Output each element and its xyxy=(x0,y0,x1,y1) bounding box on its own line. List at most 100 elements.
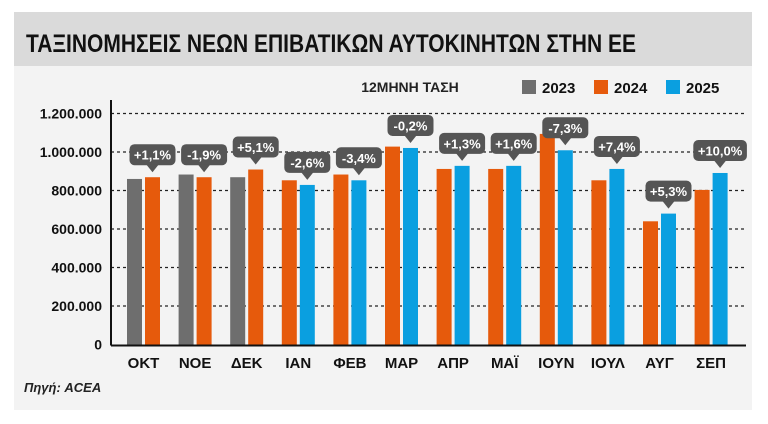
callout-pointer xyxy=(507,153,520,161)
y-tick-label: 600.000 xyxy=(51,221,102,237)
callout-box xyxy=(335,147,382,169)
change-callout: +10,0% xyxy=(693,139,747,168)
bars xyxy=(127,133,728,345)
x-tick-label: ΙΑΝ xyxy=(285,355,311,372)
callout-pointer xyxy=(662,201,675,209)
callout-box xyxy=(490,132,537,154)
callout-pointer xyxy=(610,156,623,164)
y-tick-label: 200.000 xyxy=(51,298,102,314)
callout-label: +1,1% xyxy=(134,148,172,163)
bar-2024 xyxy=(196,177,212,345)
callout-box xyxy=(693,139,747,161)
callout-label: -7,3% xyxy=(548,121,582,136)
callout-pointer xyxy=(714,160,727,168)
callout-label: +10,0% xyxy=(698,143,743,158)
title-band xyxy=(14,12,752,66)
callout-box xyxy=(284,151,331,173)
callouts: +1,1% -1,9% +5,1% -2,6% -3,4% -0,2% +1,3% +1,6%… xyxy=(129,114,747,209)
bar-2025 xyxy=(557,150,573,345)
change-callout: +5,3% xyxy=(645,180,692,209)
y-tick-label: 0 xyxy=(94,337,102,353)
grid: 0 200.000 400.000 600.000 800.000 1.000.000 1.… xyxy=(40,100,746,353)
change-callout: +1,6% xyxy=(490,132,537,161)
x-tick-label: ΣΕΠ xyxy=(696,355,726,372)
callout-label: +5,1% xyxy=(237,140,275,155)
bar-2024 xyxy=(539,133,555,345)
change-callout: +1,1% xyxy=(129,144,176,173)
callout-pointer xyxy=(559,137,572,146)
legend: 2023 2024 2025 xyxy=(522,80,719,97)
callout-box xyxy=(645,180,692,202)
y-tick-label: 400.000 xyxy=(51,260,102,276)
bar-2025 xyxy=(712,172,728,345)
chart-subtitle: 12ΜΗΝΗ ΤΑΣΗ xyxy=(361,79,459,95)
callout-box xyxy=(542,117,589,139)
legend-swatch-2024 xyxy=(594,80,608,94)
source-note: Πηγή: ACEA xyxy=(24,380,101,395)
bar-2024 xyxy=(694,189,710,345)
bar-2025 xyxy=(403,147,418,345)
bar-2023 xyxy=(230,177,246,345)
callout-box xyxy=(181,144,228,166)
legend-swatch-2025 xyxy=(666,80,680,94)
x-tick-label: ΙΟΥΝ xyxy=(538,355,574,372)
callout-label: +7,4% xyxy=(598,139,636,154)
callout-label: +1,3% xyxy=(443,136,481,151)
bar-2025 xyxy=(299,184,315,345)
bar-2025 xyxy=(506,165,522,345)
bar-2024 xyxy=(591,180,607,345)
callout-pointer xyxy=(301,172,314,180)
bar-2024 xyxy=(333,174,349,345)
change-callout: +7,4% xyxy=(593,135,640,164)
bar-2024 xyxy=(643,221,658,345)
callout-box xyxy=(387,114,434,136)
bar-2025 xyxy=(351,180,367,345)
y-tick-label: 1.200.000 xyxy=(40,106,102,122)
change-callout: -0,2% xyxy=(387,114,434,143)
x-tick-label: ΜΑΪ xyxy=(491,355,519,372)
legend-label-2023: 2023 xyxy=(542,80,575,97)
y-tick-label: 800.000 xyxy=(51,183,102,199)
bar-2024 xyxy=(436,168,452,345)
callout-label: +1,6% xyxy=(495,136,533,151)
x-tick-label: ΝΟΕ xyxy=(179,355,212,372)
callout-pointer xyxy=(352,167,365,176)
x-tick-label: ΟΚΤ xyxy=(128,355,160,372)
bar-2023 xyxy=(178,174,194,345)
y-tick-label: 1.000.000 xyxy=(40,144,102,160)
legend-label-2024: 2024 xyxy=(614,80,648,97)
callout-label: -2,6% xyxy=(290,155,324,170)
change-callout: -7,3% xyxy=(542,117,589,146)
callout-pointer xyxy=(249,157,262,165)
callout-label: +5,3% xyxy=(650,184,688,199)
callout-label: -1,9% xyxy=(187,148,221,163)
callout-box xyxy=(129,144,176,166)
x-tick-label: ΜΑΡ xyxy=(385,355,418,372)
bar-2025 xyxy=(661,213,676,345)
bar-2024 xyxy=(385,146,400,345)
x-tick-label: ΑΠΡ xyxy=(437,355,469,372)
bar-2024 xyxy=(248,169,264,345)
callout-pointer xyxy=(198,164,211,173)
callout-pointer xyxy=(456,153,469,161)
change-callout: -2,6% xyxy=(284,151,331,180)
bar-2025 xyxy=(609,168,625,345)
callout-pointer xyxy=(146,164,159,173)
bar-2024 xyxy=(488,168,504,345)
bar-2023 xyxy=(127,178,142,345)
x-tick-label: ΙΟΥΛ xyxy=(591,355,625,372)
legend-swatch-2023 xyxy=(522,80,536,94)
bar-2024 xyxy=(145,177,160,345)
callout-pointer xyxy=(404,135,417,143)
callout-label: -0,2% xyxy=(394,118,428,133)
change-callout: -3,4% xyxy=(335,147,382,176)
x-tick-label: ΦΕΒ xyxy=(333,355,366,372)
chart-title: ΤΑΞΙΝΟΜΗΣΕΙΣ ΝΕΩΝ ΕΠΙΒΑΤΙΚΩΝ ΑΥΤΟΚΙΝΗΤΩΝ… xyxy=(26,30,636,58)
legend-label-2025: 2025 xyxy=(686,80,719,97)
change-callout: -1,9% xyxy=(181,144,228,173)
callout-box xyxy=(439,132,486,154)
bar-2025 xyxy=(454,165,470,345)
panel-background xyxy=(14,12,752,410)
callout-box xyxy=(593,135,640,157)
